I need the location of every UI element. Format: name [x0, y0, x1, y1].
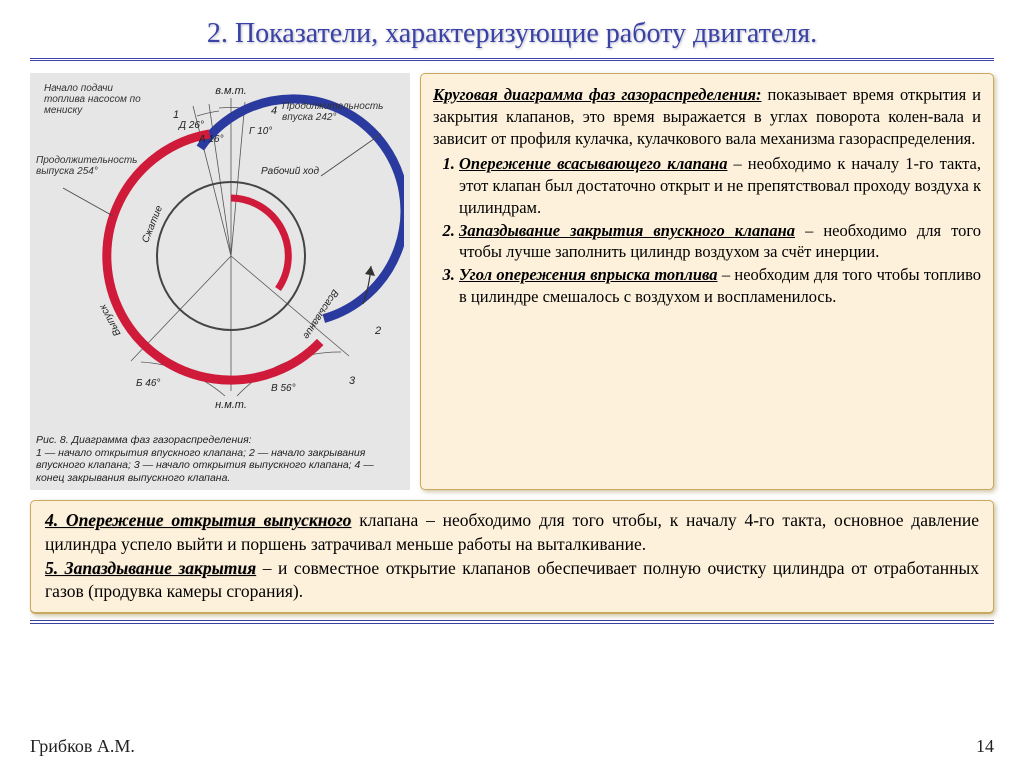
info-item-1: Опережение всасывающего клапана – необхо…: [459, 153, 981, 218]
info-lead: Круговая диаграмма фаз газораспределения…: [433, 85, 762, 104]
caption-body: 1 — начало открытия впускного клапана; 2…: [36, 447, 374, 484]
info-item-2: Запаздывание закрытия впускного клапана …: [459, 220, 981, 264]
caption-title: Рис. 8. Диаграмма фаз газораспределения:: [36, 434, 252, 446]
bottom-item-4: 4. Опережение открытия выпускного клапан…: [45, 509, 979, 556]
footer: Грибков А.М. 14: [30, 736, 994, 757]
valve-timing-figure: Начало подачи топлива насосом по мениску…: [30, 73, 410, 490]
fig-intake-duration-label: Продолжительность впуска 242°: [282, 101, 402, 123]
page-title: 2. Показатели, характеризующие работу дв…: [30, 18, 994, 61]
fig-fuel-label: Начало подачи топлива насосом по мениску: [44, 83, 154, 116]
bottom-rule: [30, 620, 994, 624]
bmt-label: в.м.т.: [215, 85, 247, 97]
timing-diagram-svg: в.м.т. н.м.т. Д 26° А 16° Г 10° Б 46° В …: [36, 81, 404, 421]
info-box-bottom: 4. Опережение открытия выпускного клапан…: [30, 500, 994, 614]
rabochiy-hod: Рабочий ход: [261, 165, 319, 177]
szhatie-label: Сжатие: [140, 204, 165, 245]
fig-exhaust-duration-label: Продолжительность выпуска 254°: [36, 155, 136, 177]
num-3: 3: [349, 375, 356, 387]
angle-b: Б 46°: [136, 378, 160, 389]
nmt-label: н.м.т.: [215, 399, 247, 411]
info-item-3: Угол опережения впрыска топлива – необхо…: [459, 264, 981, 308]
top-row: Начало подачи топлива насосом по мениску…: [30, 73, 994, 490]
num-1: 1: [173, 109, 179, 121]
info-list: Опережение всасывающего клапана – необхо…: [433, 153, 981, 307]
figure-caption: Рис. 8. Диаграмма фаз газораспределения:…: [36, 434, 404, 484]
footer-page: 14: [976, 736, 994, 757]
num-4: 4: [271, 105, 277, 117]
angle-a: А 16°: [198, 134, 224, 145]
footer-author: Грибков А.М.: [30, 736, 135, 757]
angle-v: В 56°: [271, 383, 296, 394]
angle-d: Д 26°: [178, 120, 204, 131]
bottom-item-5: 5. Запаздывание закрытия – и совместное …: [45, 557, 979, 604]
angle-g: Г 10°: [249, 126, 272, 137]
num-2: 2: [374, 325, 381, 337]
info-box-top: Круговая диаграмма фаз газораспределения…: [420, 73, 994, 490]
